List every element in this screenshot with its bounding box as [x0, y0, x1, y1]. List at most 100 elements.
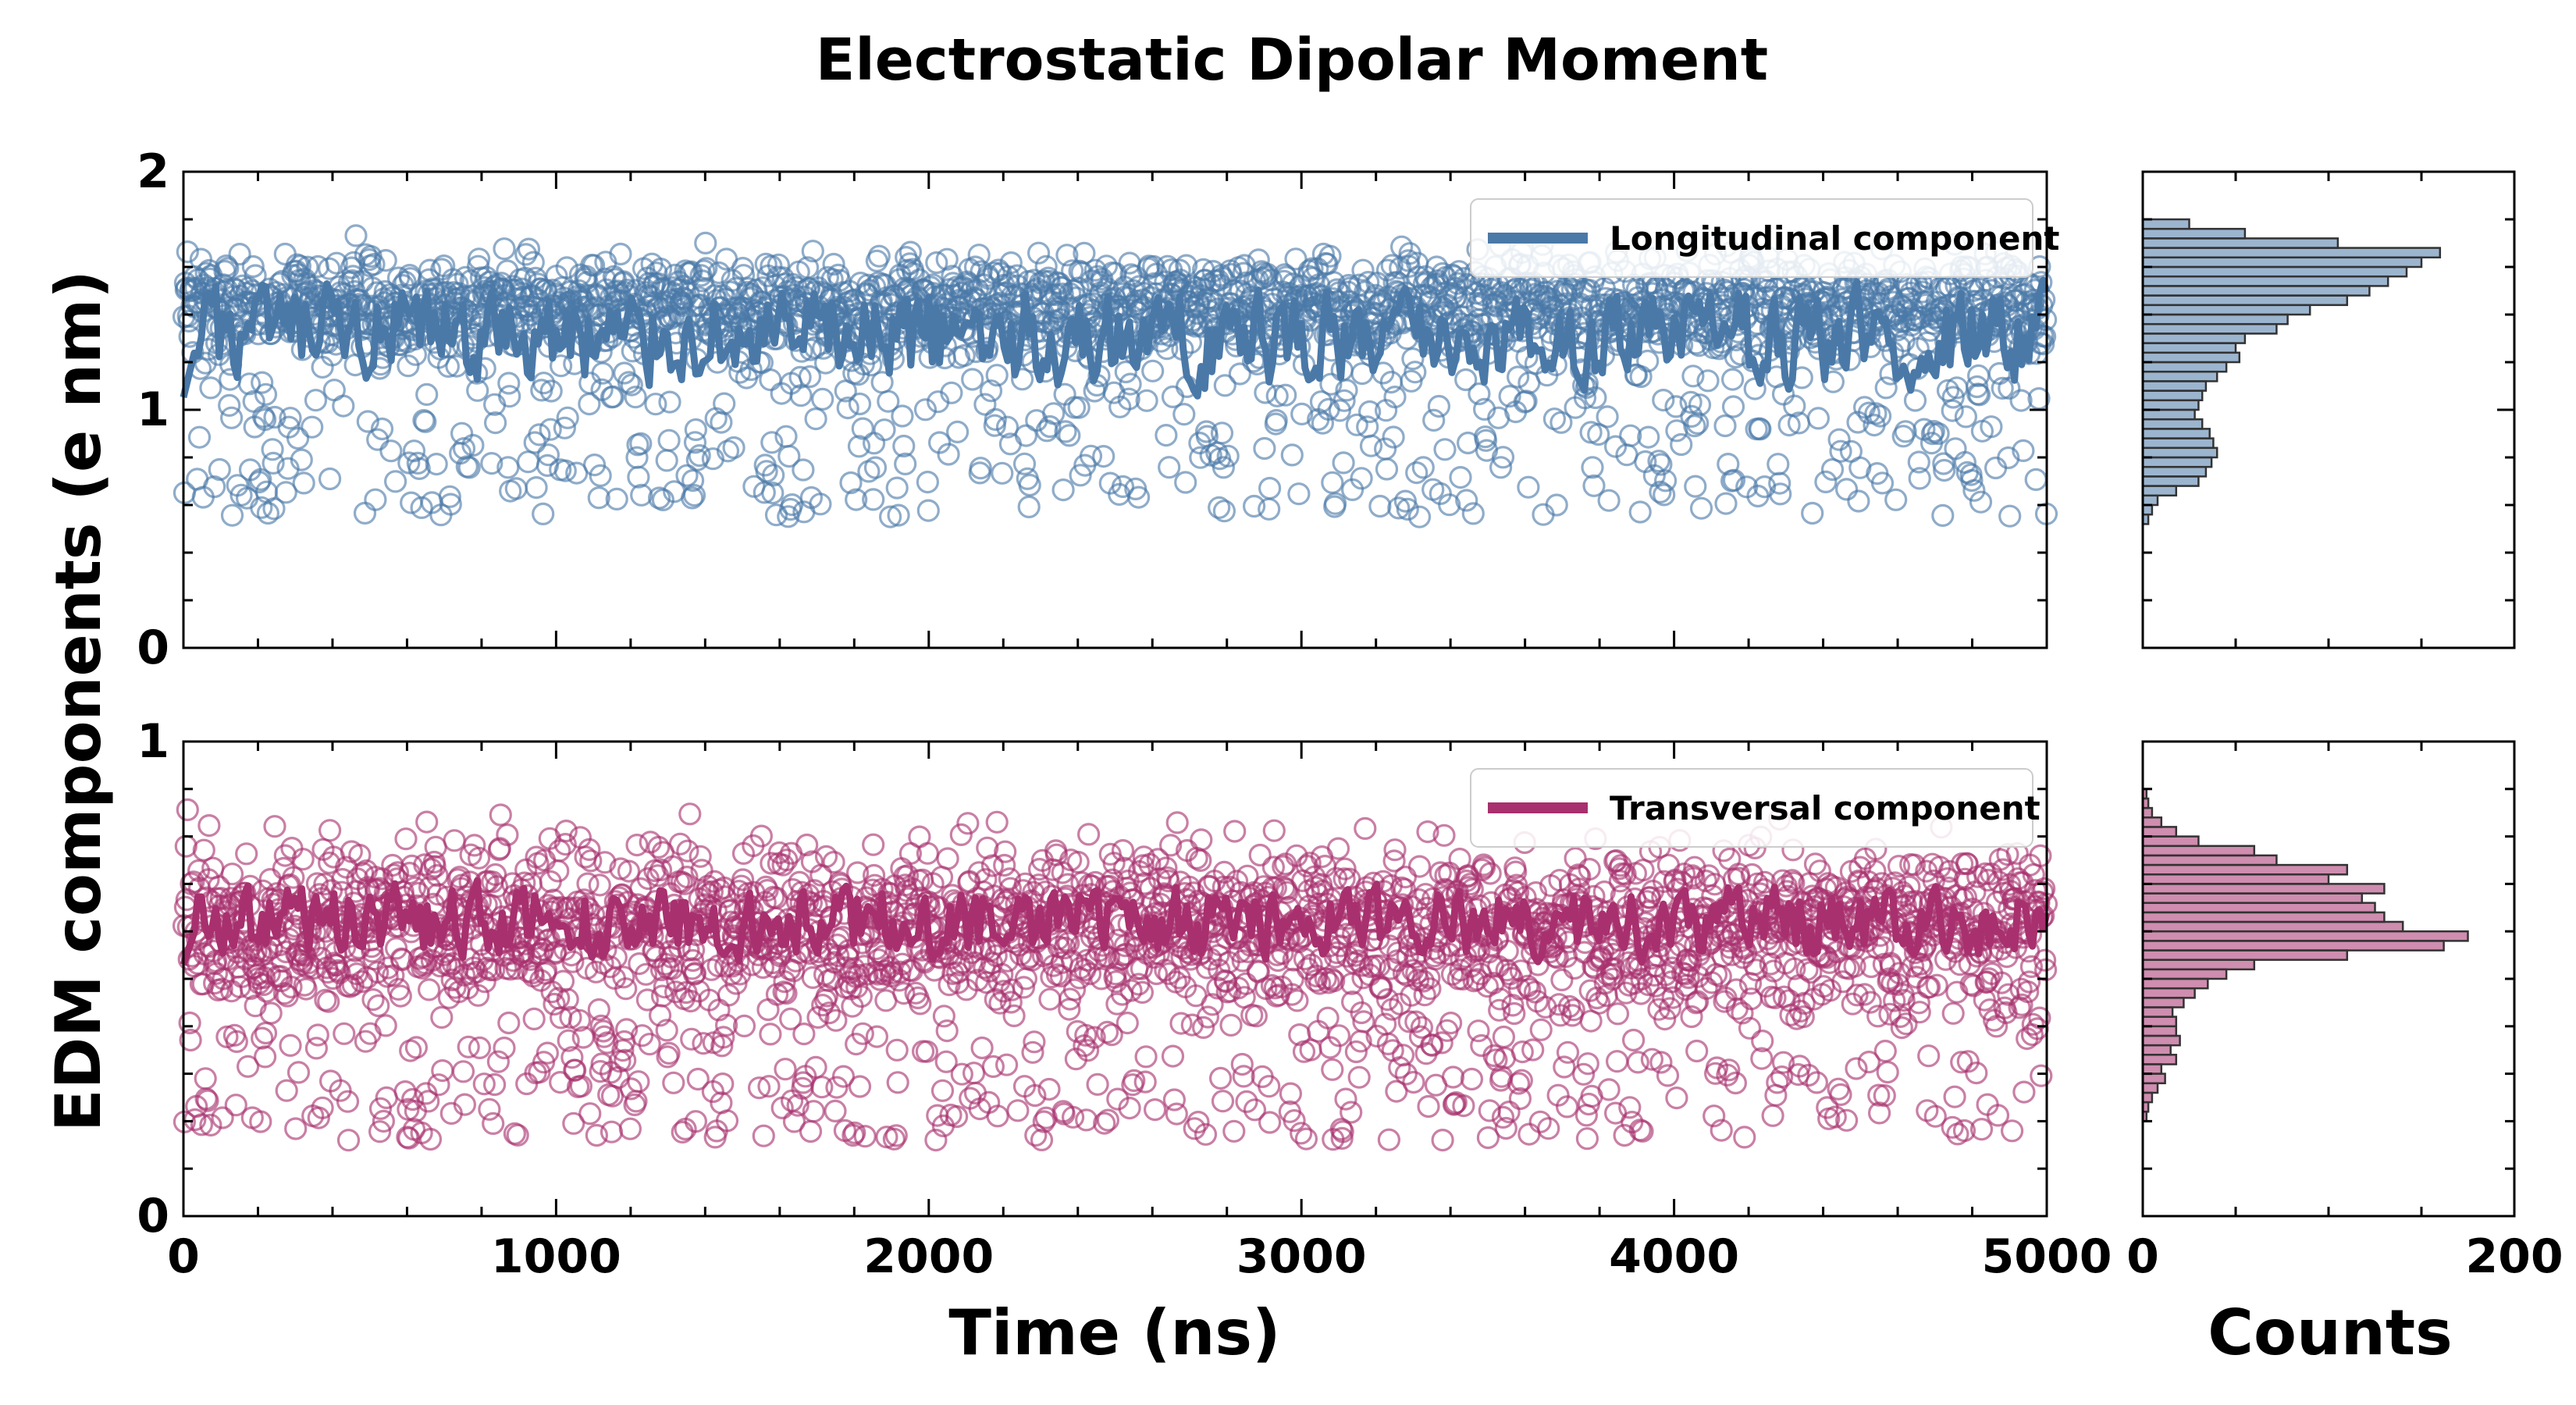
scatter-point — [1642, 464, 1666, 487]
scatter-point — [1017, 495, 1041, 519]
scatter-point — [430, 1005, 454, 1030]
scatter-point — [1418, 977, 1442, 1001]
scatter-point — [1779, 1003, 1802, 1026]
scatter-point — [1354, 816, 1377, 841]
scatter-point — [532, 372, 556, 395]
scatter-point — [1334, 1087, 1357, 1111]
scatter-point — [1421, 1033, 1444, 1057]
scatter-point — [336, 1090, 360, 1113]
scatter-point — [1887, 855, 1911, 878]
scatter-point — [1652, 388, 1675, 412]
scatter-point — [482, 1112, 505, 1136]
scatter-point — [1058, 424, 1081, 447]
scatter-point — [601, 385, 625, 408]
scatter-point — [1053, 936, 1076, 960]
scatter-point — [696, 874, 720, 898]
scatter-point — [1859, 991, 1882, 1014]
scatter-point — [1683, 414, 1706, 438]
scatter-point — [205, 962, 229, 985]
scatter-point — [1618, 1096, 1642, 1119]
scatter-point — [273, 844, 297, 867]
scatter-point — [1253, 436, 1276, 461]
scatter-point — [2001, 1119, 2024, 1143]
scatter-point — [1717, 1058, 1741, 1082]
scatter-point — [199, 1113, 222, 1137]
scatter-point — [211, 1106, 234, 1129]
scatter-point — [970, 1036, 994, 1060]
scatter-point — [1350, 467, 1373, 490]
scatter-point — [1432, 823, 1456, 847]
scatter-point — [1908, 467, 1931, 490]
scatter-point — [1941, 1001, 1965, 1025]
scatter-point — [792, 1022, 816, 1046]
scatter-point — [578, 838, 601, 862]
scatter-point — [1158, 834, 1183, 857]
scatter-point — [1630, 967, 1653, 991]
scatter-point — [1401, 347, 1425, 371]
scatter-point — [431, 1058, 454, 1083]
scatter-point — [353, 501, 377, 525]
scatter-point — [1111, 475, 1135, 499]
scatter-point — [1968, 383, 1991, 407]
scatter-point — [1086, 1072, 1109, 1096]
scatter-point — [384, 470, 407, 493]
scatter-point — [254, 407, 277, 432]
scatter-point — [1331, 1120, 1354, 1144]
scatter-point — [397, 354, 420, 378]
scatter-point — [1931, 503, 1955, 528]
scatter-point — [1258, 476, 1282, 500]
scatter-point — [885, 1038, 909, 1062]
scatter-point — [588, 873, 611, 897]
scatter-point — [1370, 976, 1393, 999]
scatter-point — [1223, 820, 1247, 843]
scatter-point — [318, 851, 341, 875]
scatter-point — [1327, 1024, 1351, 1048]
scatter-point — [1012, 452, 1037, 475]
scatter-point — [657, 1041, 681, 1065]
scatter-point — [187, 425, 212, 449]
scatter-point — [707, 261, 731, 285]
scatter-point — [809, 493, 832, 516]
scatter-point — [688, 443, 711, 468]
scatter-point — [1991, 376, 2014, 400]
scatter-point — [630, 483, 653, 507]
scatter-point — [417, 1090, 440, 1113]
scatter-point — [884, 1124, 908, 1147]
scatter-point — [467, 846, 491, 870]
scatter-point — [294, 977, 318, 1001]
scatter-point — [822, 252, 845, 276]
scatter-point — [282, 866, 305, 889]
scatter-point — [710, 1034, 734, 1058]
scatter-point — [757, 1075, 781, 1098]
scatter-point — [1649, 453, 1673, 476]
scatter-point — [1024, 1123, 1048, 1147]
scatter-point — [814, 845, 838, 869]
scatter-point — [256, 501, 279, 525]
scatter-point — [1980, 415, 2003, 439]
scatter-point — [1831, 970, 1855, 994]
scatter-point — [1571, 1062, 1596, 1086]
scatter-point — [1062, 978, 1087, 1001]
scatter-point — [781, 272, 805, 296]
scatter-point — [1603, 957, 1626, 980]
scatter-point — [1212, 456, 1236, 479]
scatter-point — [668, 832, 692, 855]
scatter-point — [1042, 402, 1066, 425]
scatter-point — [1722, 468, 1746, 492]
scatter-point — [934, 1050, 958, 1073]
scatter-point — [1368, 494, 1392, 518]
scatter-point — [1496, 939, 1519, 963]
scatter-point — [1284, 247, 1308, 271]
scatter-point — [1724, 1071, 1747, 1095]
scatter-point — [891, 404, 914, 428]
scatter-point — [196, 1089, 219, 1112]
scatter-point — [1174, 471, 1197, 494]
scatter-point — [1713, 414, 1737, 438]
scatter-point — [1492, 1025, 1516, 1049]
scatter-point — [483, 411, 507, 435]
scatter-point — [348, 843, 372, 867]
scatter-point — [994, 1053, 1019, 1076]
scatter-point — [224, 1094, 247, 1117]
scatter-point — [1927, 422, 1950, 446]
scatter-point — [1351, 258, 1375, 282]
